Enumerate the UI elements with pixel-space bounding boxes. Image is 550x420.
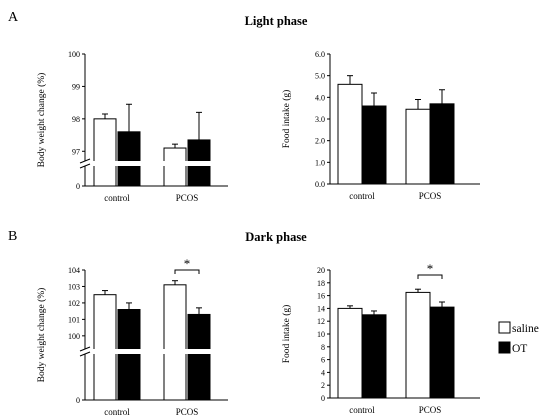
y-tick-label: 4 [321, 368, 325, 377]
y-tick-label: 10 [317, 330, 325, 339]
axis-break-gap [79, 349, 228, 354]
y-axis-label: Food intake (g) [281, 90, 292, 149]
y-tick-label: 100 [68, 50, 80, 59]
x-category-label: control [104, 407, 130, 417]
x-category-label: PCOS [419, 405, 442, 415]
axis-break-mark [79, 158, 91, 164]
y-tick-label: 6.0 [315, 50, 325, 59]
y-tick-label: 0 [321, 394, 325, 403]
bar [187, 313, 211, 401]
bar [429, 103, 455, 185]
legend-swatch-saline [498, 321, 511, 334]
y-tick-label: 8 [321, 343, 325, 352]
y-tick-label: 20 [317, 266, 325, 275]
chart-light-bw: 0 97 98 99 100 Body weight change (%) control P… [36, 50, 228, 203]
y-tick-label: 3.0 [315, 115, 325, 124]
significance-bracket [174, 269, 200, 274]
y-tick-label: 0 [76, 396, 80, 405]
axis-break-mark [79, 163, 91, 169]
y-tick-label: 14 [317, 304, 325, 313]
axis-break-mark [79, 346, 91, 352]
y-tick-label: 5.0 [315, 72, 325, 81]
significance-label: * [427, 261, 434, 276]
y-tick-label: 18 [317, 279, 325, 288]
bar [163, 284, 187, 401]
bar [93, 118, 117, 187]
y-tick-label: 4.0 [315, 93, 325, 102]
y-tick-label: 12 [317, 317, 325, 326]
bar [361, 314, 387, 399]
bar [337, 83, 363, 185]
bar [429, 306, 455, 399]
legend-label-ot: OT [512, 343, 527, 355]
panel-label-b: B [8, 229, 17, 244]
y-axis-label: Body weight change (%) [36, 73, 47, 168]
y-tick-label: 2.0 [315, 137, 325, 146]
x-category-label: PCOS [419, 191, 442, 201]
x-category-label: control [104, 193, 130, 203]
y-tick-label: 0.0 [315, 180, 325, 189]
bar [361, 105, 387, 185]
x-category-label: control [349, 405, 375, 415]
bar [337, 307, 363, 399]
y-tick-label: 102 [68, 299, 80, 308]
significance-bracket [417, 274, 443, 279]
chart-dark-food: 0 2 4 6 8 10 12 14 16 18 20 Food intake (g) control P… [281, 261, 480, 415]
axis-break-mark [79, 351, 91, 357]
legend-swatch-ot [498, 341, 511, 354]
bar [93, 294, 117, 401]
y-tick-label: 6 [321, 356, 325, 365]
chart-dark-bw: 0 100 101 102 103 104 Body weight change (%) co… [36, 256, 228, 417]
y-tick-label: 99 [72, 82, 80, 91]
bar [405, 108, 431, 185]
x-category-label: control [349, 191, 375, 201]
y-tick-label: 100 [68, 332, 80, 341]
panel-label-a: A [8, 10, 19, 25]
legend: saline OT [498, 321, 539, 355]
y-tick-label: 1.0 [315, 158, 325, 167]
panel-title-light: Light phase [245, 14, 308, 28]
legend-label-saline: saline [512, 323, 539, 335]
x-category-label: PCOS [176, 407, 199, 417]
chart-light-food: 0.0 1.0 2.0 3.0 4.0 5.0 6.0 Food intake (g) cont… [281, 50, 480, 201]
y-tick-label: 0 [76, 182, 80, 191]
bar [163, 147, 187, 187]
x-category-label: PCOS [176, 193, 199, 203]
bar [117, 309, 141, 401]
bar [405, 291, 431, 399]
y-axis-label: Body weight change (%) [36, 288, 47, 383]
y-tick-label: 101 [68, 315, 80, 324]
y-axis-label: Food intake (g) [281, 305, 292, 364]
y-tick-label: 16 [317, 292, 325, 301]
y-tick-label: 98 [72, 115, 80, 124]
significance-label: * [184, 256, 191, 271]
y-tick-label: 103 [68, 282, 80, 291]
axis-break-gap [79, 161, 228, 166]
y-tick-label: 104 [68, 266, 80, 275]
bar [117, 131, 141, 187]
panel-title-dark: Dark phase [245, 230, 307, 244]
y-tick-label: 2 [321, 381, 325, 390]
y-tick-label: 97 [72, 147, 80, 156]
